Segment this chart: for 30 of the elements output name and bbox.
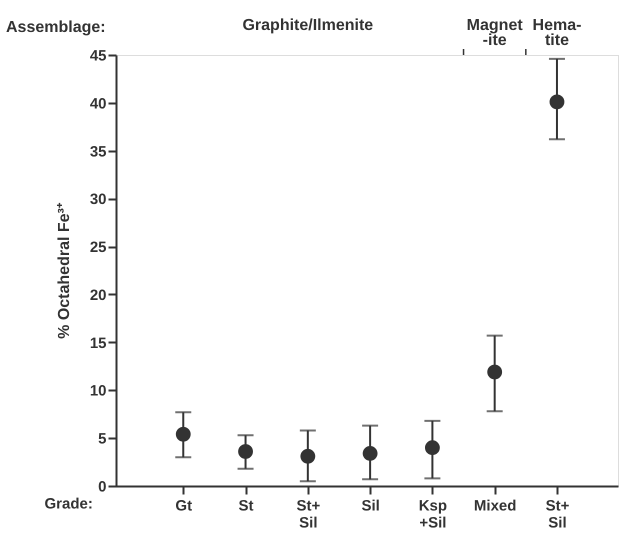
x-tick-label: Mixed	[474, 498, 516, 514]
y-tick-label: 30	[90, 191, 106, 208]
y-tick-label: 10	[90, 382, 106, 400]
point	[300, 448, 316, 464]
y-tick-label: 20	[90, 286, 106, 304]
y-tick-label: 35	[90, 143, 106, 160]
text: Assemblage:	[6, 19, 106, 36]
point	[362, 446, 378, 461]
point	[550, 94, 564, 110]
x-axis-title: Grade:	[44, 496, 93, 512]
y-tick-label: 5	[98, 430, 106, 448]
x-tick-label: St+ Sil	[546, 498, 570, 532]
y-tick-label: 0	[98, 478, 106, 496]
y-axis-title: % Octahedral Fe³⁺	[56, 202, 73, 339]
x-tick-label: Sil	[361, 498, 380, 514]
y-tick-label: 25	[90, 239, 106, 256]
y-tick-label: 40	[90, 95, 106, 112]
x-tick-label: St+ Sil	[296, 498, 320, 532]
point	[424, 440, 440, 456]
x-tick-label: Ksp +Sil	[418, 498, 448, 532]
text: Hema- tite	[532, 17, 582, 49]
x-tick-label: St	[238, 498, 254, 514]
text: Graphite/Ilmenite	[242, 17, 374, 34]
point	[238, 444, 253, 459]
x-tick-label: Gt	[175, 498, 192, 514]
point	[176, 426, 191, 442]
point	[487, 364, 502, 380]
y-tick-label: 15	[90, 334, 106, 352]
text: Magnet -ite	[466, 17, 524, 49]
y-tick-label: 45	[90, 48, 106, 64]
